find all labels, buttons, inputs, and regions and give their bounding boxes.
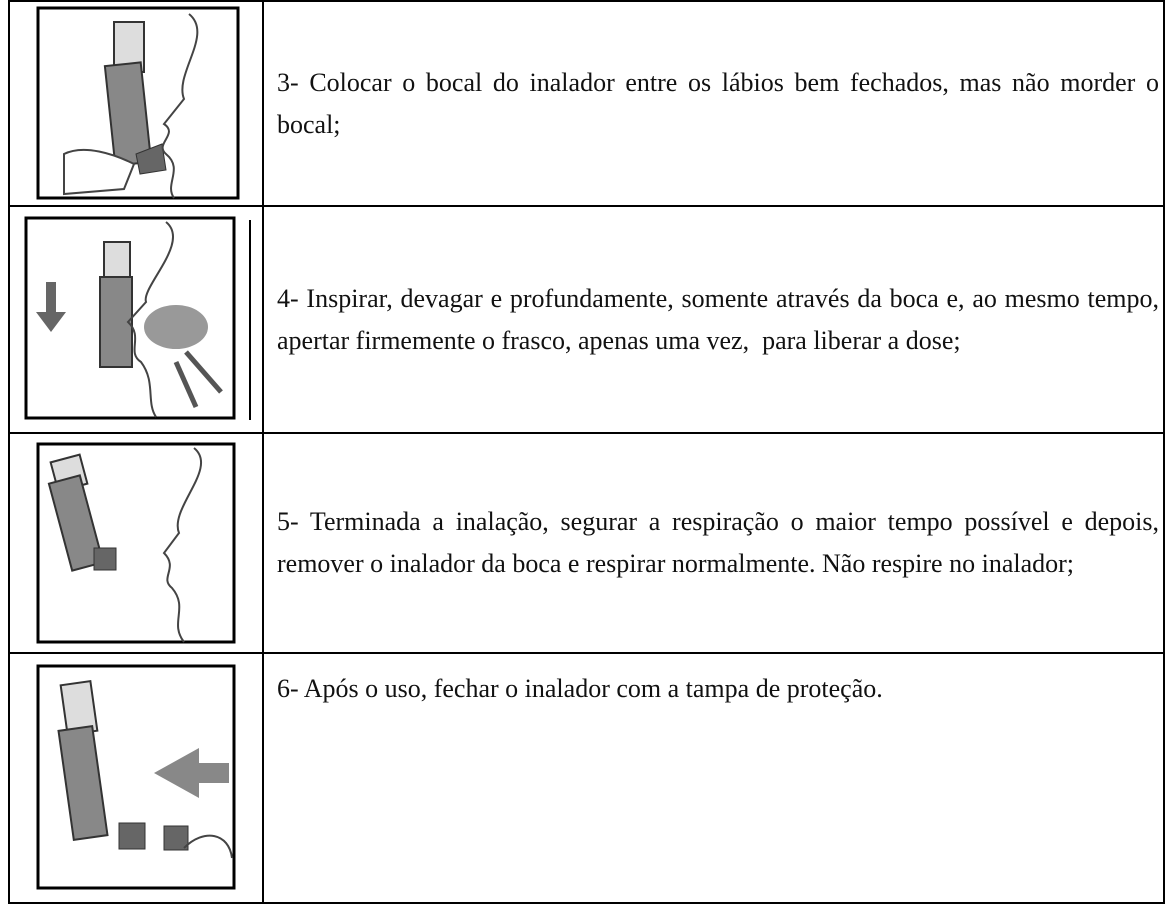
row: 3- Colocar o bocal do inalador entre os … xyxy=(8,0,1165,207)
instruction-text: 3- Colocar o bocal do inalador entre os … xyxy=(262,0,1165,207)
illustration-cell xyxy=(8,205,264,434)
illustration-cell xyxy=(8,432,264,654)
instruction-text: 6- Após o uso, fechar o inalador com a t… xyxy=(262,652,1165,904)
instruction-text: 5- Terminada a inalação, segurar a respi… xyxy=(262,432,1165,654)
row: 5- Terminada a inalação, segurar a respi… xyxy=(8,432,1165,654)
row: 6- Após o uso, fechar o inalador com a t… xyxy=(8,652,1165,904)
illustration xyxy=(36,442,236,644)
row: 4- Inspirar, devagar e profundamente, so… xyxy=(8,205,1165,434)
instructions-table: 3- Colocar o bocal do inalador entre os … xyxy=(8,0,1165,904)
instruction-text: 4- Inspirar, devagar e profundamente, so… xyxy=(262,205,1165,434)
illustration xyxy=(36,6,240,199)
illustration xyxy=(24,216,251,420)
illustration-cell xyxy=(8,652,264,904)
illustration xyxy=(36,664,236,890)
illustration-cell xyxy=(8,0,264,207)
